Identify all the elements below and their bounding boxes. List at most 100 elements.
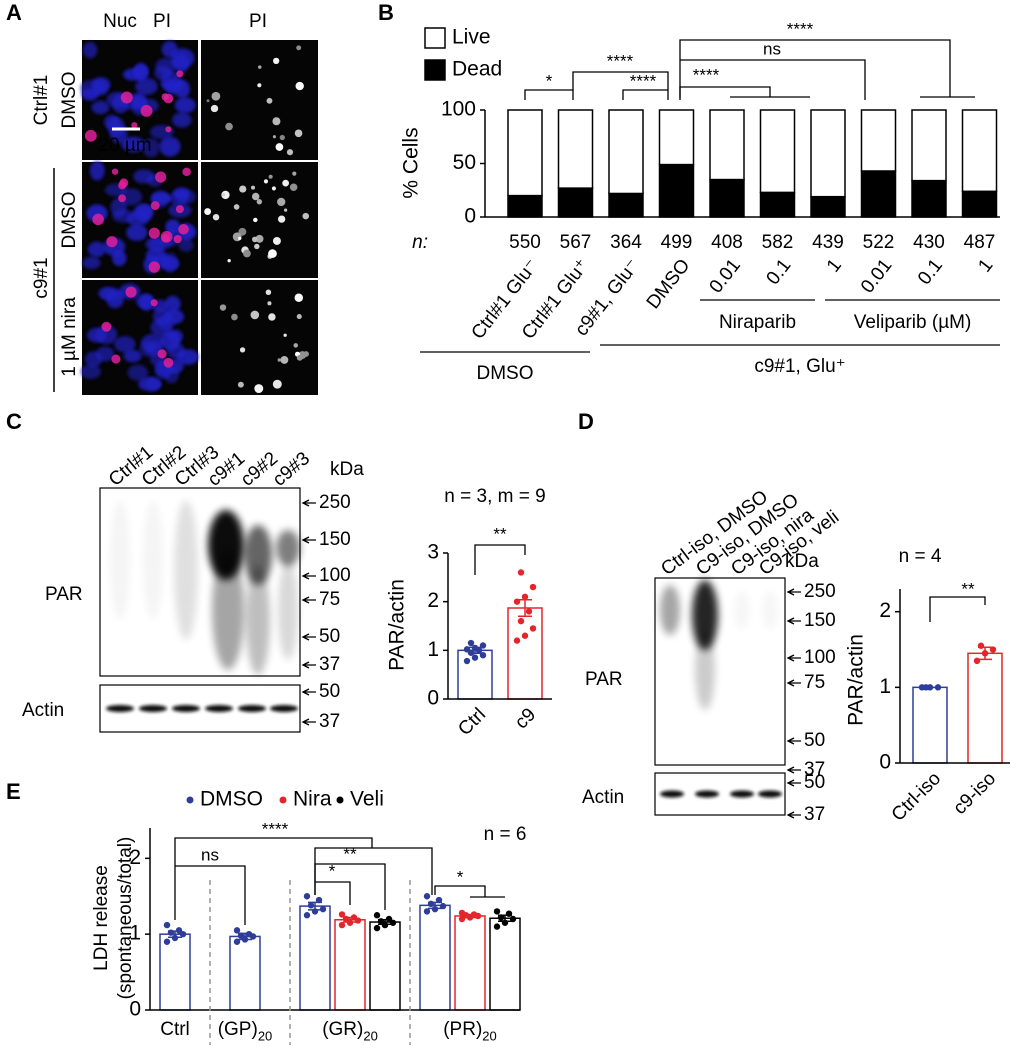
data-point bbox=[338, 921, 346, 929]
nucleus bbox=[91, 100, 110, 115]
pi-signal bbox=[263, 179, 269, 184]
data-point bbox=[458, 909, 466, 917]
x-tick-label: c9 bbox=[511, 704, 540, 733]
pi-signal bbox=[296, 354, 303, 361]
data-point bbox=[525, 608, 533, 615]
y-tick-label: 0 bbox=[129, 998, 141, 1021]
data-point bbox=[973, 657, 981, 665]
bar bbox=[334, 919, 366, 1011]
pi-nucleus bbox=[173, 234, 182, 244]
row-group-label: Ctrl#1 bbox=[31, 75, 52, 126]
nucleus bbox=[80, 364, 101, 380]
y-axis-label: PAR/actin bbox=[386, 579, 409, 671]
data-point bbox=[471, 644, 479, 652]
nucleus bbox=[138, 376, 162, 392]
pi-signal bbox=[265, 289, 272, 296]
y-tick-label: 2 bbox=[879, 599, 891, 622]
bar-segment bbox=[810, 195, 846, 218]
pi-signal bbox=[206, 99, 210, 103]
data-point bbox=[373, 912, 381, 919]
data-point bbox=[311, 908, 319, 915]
count-label: 550 bbox=[509, 232, 541, 253]
count-label: 408 bbox=[711, 232, 743, 253]
column-header: PI bbox=[249, 11, 267, 32]
panel-label: A bbox=[6, 0, 22, 25]
nucleus bbox=[82, 41, 98, 59]
data-point bbox=[479, 642, 487, 649]
data-point bbox=[439, 902, 447, 910]
blot-smear bbox=[762, 590, 778, 630]
data-point bbox=[471, 654, 479, 661]
micrograph bbox=[201, 40, 318, 160]
data-point bbox=[423, 908, 431, 915]
nucleus bbox=[135, 77, 158, 96]
legend-label: DMSO bbox=[200, 788, 263, 811]
marker-arrow bbox=[786, 811, 801, 819]
x-tick-label: Ctrl bbox=[160, 1019, 190, 1040]
pi-signal bbox=[212, 213, 220, 221]
nucleus bbox=[112, 250, 127, 267]
pi-nucleus bbox=[118, 194, 126, 203]
y-tick-label: 2 bbox=[129, 846, 141, 869]
pi-signal bbox=[252, 236, 258, 243]
bar-segment bbox=[709, 178, 745, 218]
legend-label: Nira bbox=[293, 788, 332, 811]
count-label: 430 bbox=[913, 232, 945, 253]
data-point bbox=[385, 915, 393, 923]
row-label: PAR bbox=[585, 669, 623, 690]
nucleus bbox=[87, 241, 106, 258]
data-point bbox=[342, 915, 350, 923]
nucleus bbox=[110, 197, 127, 217]
pi-signal bbox=[277, 197, 286, 207]
x-tick-subscript: 20 bbox=[363, 1028, 377, 1043]
pi-signal bbox=[284, 208, 288, 212]
x-tick-label: (PR) bbox=[443, 1019, 482, 1040]
y-tick-label: 3 bbox=[427, 541, 439, 564]
pi-signal bbox=[282, 179, 290, 187]
actin-band bbox=[695, 790, 719, 798]
pi-nucleus bbox=[125, 286, 137, 298]
panel-label: C bbox=[6, 409, 22, 434]
pi-signal bbox=[296, 45, 302, 51]
count-label: 487 bbox=[964, 232, 996, 253]
blot-smear bbox=[660, 585, 680, 635]
legend-swatch bbox=[424, 59, 446, 81]
pi-signal bbox=[293, 343, 298, 348]
x-tick-label: Ctrl bbox=[454, 704, 490, 740]
nucleus bbox=[121, 136, 146, 153]
significance-label: * bbox=[546, 71, 553, 90]
nucleus bbox=[92, 79, 109, 96]
significance-label: ns bbox=[201, 845, 219, 864]
count-label: 364 bbox=[610, 232, 642, 253]
data-point bbox=[517, 569, 525, 576]
y-axis-label: PAR/actin bbox=[845, 634, 868, 726]
pi-nucleus bbox=[163, 357, 174, 368]
pi-signal bbox=[221, 193, 226, 197]
column-header: Nuc bbox=[103, 11, 137, 32]
y-axis-label: % Cells bbox=[400, 127, 423, 198]
x-tick-label: 0.1 bbox=[914, 255, 947, 289]
pi-signal bbox=[233, 204, 240, 210]
significance-label: ** bbox=[493, 524, 507, 543]
bar bbox=[419, 904, 451, 1011]
legend-label: Dead bbox=[452, 58, 502, 81]
pi-signal bbox=[253, 217, 258, 223]
group-label: DMSO bbox=[477, 363, 534, 384]
x-tick-label: DMSO bbox=[643, 255, 695, 313]
data-point bbox=[505, 910, 513, 917]
blot-smear bbox=[110, 500, 130, 620]
n-label: n: bbox=[412, 232, 428, 253]
pi-signal bbox=[268, 313, 276, 321]
pi-signal bbox=[294, 293, 304, 303]
blot-smear bbox=[143, 500, 163, 620]
significance-bracket bbox=[524, 89, 574, 100]
pi-signal bbox=[219, 304, 227, 311]
nucleus bbox=[89, 161, 105, 181]
bar-segment bbox=[608, 192, 644, 218]
significance-label: **** bbox=[607, 51, 634, 70]
bar bbox=[489, 917, 521, 1011]
bar-segment bbox=[507, 109, 543, 197]
pi-signal bbox=[255, 234, 264, 243]
x-tick-subscript: 20 bbox=[258, 1028, 272, 1043]
